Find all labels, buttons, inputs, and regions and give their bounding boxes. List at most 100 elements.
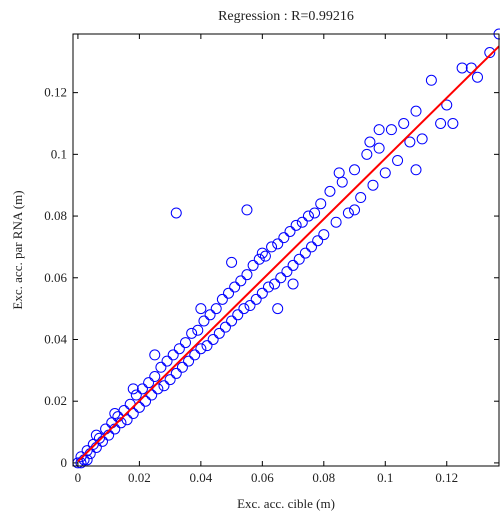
point (90, 429, 102, 441)
point (192, 324, 204, 336)
point (253, 253, 265, 265)
point (109, 408, 121, 420)
point (241, 204, 253, 216)
y-tick-label: 0.08 (44, 208, 67, 223)
point (410, 105, 422, 117)
point (312, 235, 324, 247)
point (361, 148, 373, 160)
point (404, 136, 416, 148)
point (259, 250, 271, 262)
point (133, 401, 145, 413)
point (379, 167, 391, 179)
point (219, 321, 231, 333)
point (284, 225, 296, 237)
point (367, 179, 379, 191)
point (216, 293, 228, 305)
point (204, 309, 216, 321)
point (127, 408, 139, 420)
point (398, 117, 410, 129)
x-tick-label: 0.12 (435, 470, 458, 485)
point (256, 287, 268, 299)
x-axis-label: Exc. acc. cible (m) (237, 496, 335, 511)
y-tick-label: 0.02 (44, 393, 67, 408)
point (226, 315, 238, 327)
point (256, 247, 268, 259)
point (100, 423, 112, 435)
point (278, 232, 290, 244)
point (373, 124, 385, 136)
point (136, 383, 148, 395)
point (201, 340, 213, 352)
point (247, 259, 259, 271)
point (186, 327, 198, 339)
point (140, 395, 152, 407)
point (364, 136, 376, 148)
point (309, 207, 321, 219)
point (244, 300, 256, 312)
point (287, 278, 299, 290)
point (355, 192, 367, 204)
point (272, 238, 284, 250)
point (392, 155, 404, 167)
x-tick-label: 0.02 (128, 470, 151, 485)
x-tick-label: 0.08 (312, 470, 335, 485)
point (238, 303, 250, 315)
y-tick-label: 0.06 (44, 270, 67, 285)
point (315, 198, 327, 210)
point (195, 303, 207, 315)
point (471, 71, 483, 83)
point (266, 241, 278, 253)
y-tick-label: 0.1 (51, 146, 67, 161)
point (173, 343, 185, 355)
point (213, 327, 225, 339)
point (324, 185, 336, 197)
point (81, 445, 93, 457)
y-tick-label: 0.04 (44, 331, 67, 346)
point (349, 204, 361, 216)
point (318, 229, 330, 241)
point (81, 454, 93, 466)
y-tick-label: 0.12 (44, 85, 67, 100)
point (410, 164, 422, 176)
y-tick-label: 0 (61, 455, 68, 470)
point (176, 361, 188, 373)
point (195, 343, 207, 355)
point (250, 293, 262, 305)
x-tick-label: 0.1 (377, 470, 393, 485)
point (223, 287, 235, 299)
point (179, 337, 191, 349)
point (183, 355, 195, 367)
point (235, 275, 247, 287)
point (149, 371, 161, 383)
point (75, 451, 87, 463)
point (333, 167, 345, 179)
point (121, 414, 133, 426)
point (441, 99, 453, 111)
point (189, 349, 201, 361)
point (293, 253, 305, 265)
point (262, 281, 274, 293)
point (207, 333, 219, 345)
point (155, 361, 167, 373)
point (447, 117, 459, 129)
point (170, 207, 182, 219)
chart-title: Regression : R=0.99216 (218, 9, 354, 24)
point (373, 142, 385, 154)
point (118, 404, 130, 416)
point (87, 438, 99, 450)
point (106, 417, 118, 429)
point (456, 62, 468, 74)
point (287, 259, 299, 271)
point (349, 164, 361, 176)
point (306, 241, 318, 253)
x-tick-label: 0 (75, 470, 82, 485)
point (170, 367, 182, 379)
point (130, 389, 142, 401)
point (296, 216, 308, 228)
point (416, 133, 428, 145)
point (112, 411, 124, 423)
point (127, 383, 139, 395)
point (158, 380, 170, 392)
point (241, 269, 253, 281)
point (290, 219, 302, 231)
